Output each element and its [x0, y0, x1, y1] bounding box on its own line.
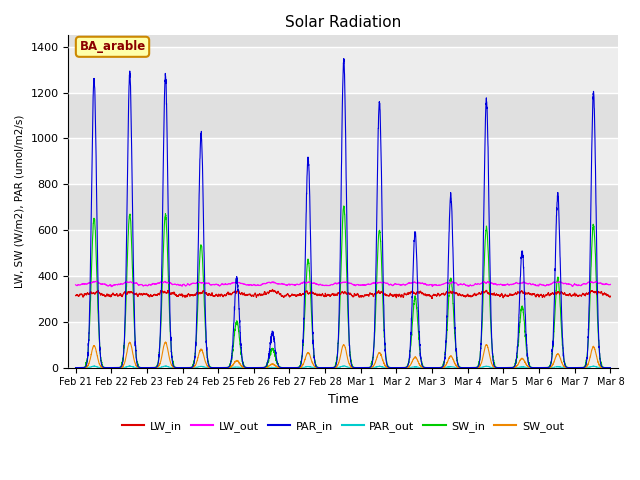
Title: Solar Radiation: Solar Radiation: [285, 15, 401, 30]
Bar: [68, 47, 618, 93]
X-axis label: Time: Time: [328, 393, 358, 406]
Text: BA_arable: BA_arable: [79, 40, 146, 53]
Y-axis label: LW, SW (W/m2), PAR (umol/m2/s): LW, SW (W/m2), PAR (umol/m2/s): [15, 115, 25, 288]
Bar: [68, 322, 618, 368]
Legend: LW_in, LW_out, PAR_in, PAR_out, SW_in, SW_out: LW_in, LW_out, PAR_in, PAR_out, SW_in, S…: [118, 416, 568, 436]
Bar: [68, 230, 618, 276]
Bar: [68, 138, 618, 184]
